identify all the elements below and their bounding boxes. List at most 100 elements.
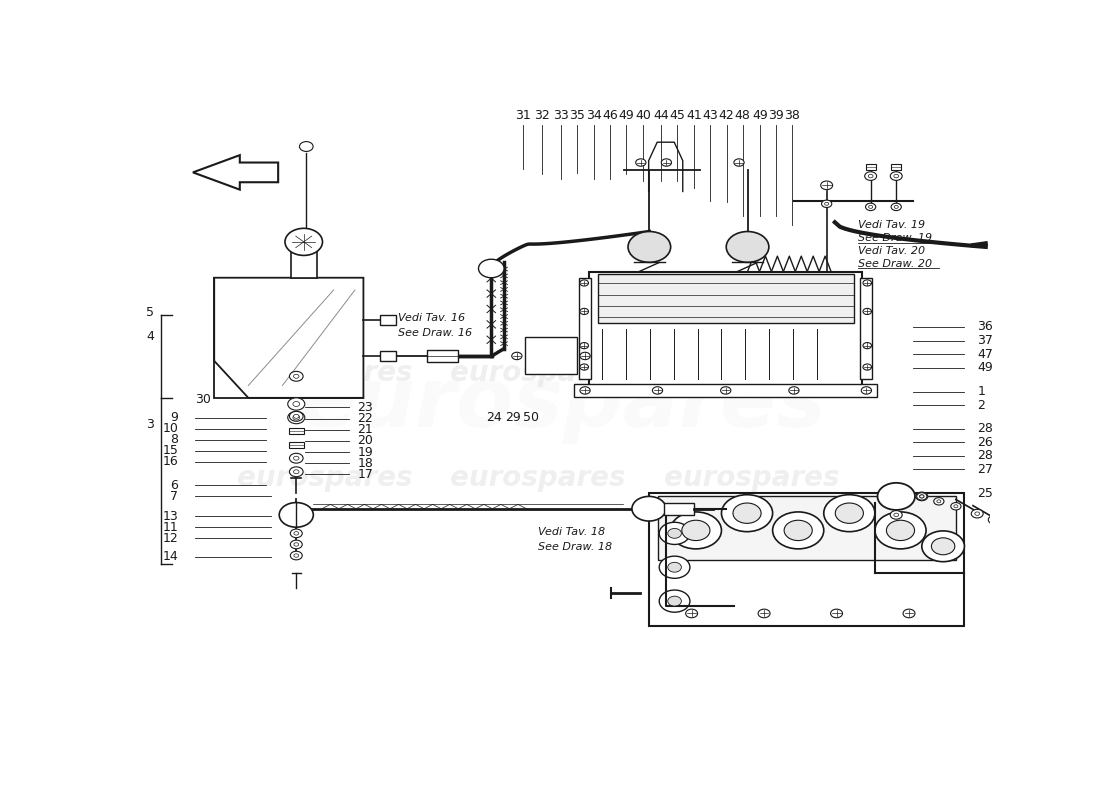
Circle shape [992,518,997,522]
Circle shape [294,542,299,546]
Bar [579,278,591,379]
Circle shape [682,520,710,541]
Text: eurospares: eurospares [663,359,839,387]
Circle shape [822,200,832,207]
Circle shape [772,512,824,549]
Text: 20: 20 [358,434,373,447]
Text: eurospares: eurospares [450,359,626,387]
Circle shape [861,386,871,394]
Circle shape [726,231,769,262]
Text: 2: 2 [977,398,986,412]
Circle shape [670,512,722,549]
Circle shape [784,520,812,541]
Circle shape [878,483,915,510]
Circle shape [874,512,926,549]
Circle shape [869,206,872,208]
Circle shape [636,159,646,166]
Bar [574,384,878,397]
Circle shape [864,280,871,286]
Circle shape [920,494,924,498]
Circle shape [285,228,322,255]
Circle shape [720,386,730,394]
Text: 17: 17 [358,468,373,481]
Circle shape [934,498,944,505]
Circle shape [668,529,681,538]
Text: 26: 26 [977,436,993,449]
Circle shape [894,174,899,178]
Text: 5: 5 [146,306,154,319]
Circle shape [580,352,591,360]
Circle shape [733,503,761,523]
Circle shape [864,364,871,370]
Circle shape [659,556,690,578]
Circle shape [864,342,871,349]
Text: 16: 16 [163,455,178,469]
Bar [526,338,576,374]
Circle shape [685,609,697,618]
Circle shape [894,206,899,208]
Circle shape [937,500,940,503]
Circle shape [668,562,681,572]
Text: Vedi Tav. 16
See Draw. 16: Vedi Tav. 16 See Draw. 16 [397,313,472,338]
Circle shape [932,538,955,554]
Text: 3: 3 [146,418,154,431]
Text: 50: 50 [524,411,539,424]
Circle shape [659,590,690,612]
Circle shape [293,402,299,406]
Text: eurospares: eurospares [300,363,827,445]
Text: 28: 28 [977,450,993,462]
Bar [866,164,876,170]
Bar [590,271,862,386]
Circle shape [279,502,313,527]
Circle shape [824,494,874,532]
Polygon shape [214,278,363,398]
Circle shape [894,513,899,517]
Circle shape [580,342,588,349]
Circle shape [299,142,314,151]
Bar [288,428,304,434]
Circle shape [891,203,901,210]
Circle shape [866,203,876,210]
Text: 49: 49 [977,361,993,374]
Text: 33: 33 [553,109,569,122]
Text: 28: 28 [977,422,993,435]
Text: 11: 11 [163,521,178,534]
Text: 8: 8 [170,434,178,446]
Text: 21: 21 [358,423,373,436]
Text: eurospares: eurospares [238,359,412,387]
Text: eurospares: eurospares [663,464,839,492]
Text: 4: 4 [146,330,154,342]
Circle shape [294,470,299,474]
Bar [649,494,965,626]
Circle shape [290,540,303,549]
Text: 14: 14 [163,550,178,563]
Circle shape [659,522,690,545]
Circle shape [289,371,304,382]
Circle shape [916,492,927,501]
Text: 19: 19 [358,446,373,458]
Text: 35: 35 [570,109,585,122]
Circle shape [821,181,833,190]
Circle shape [290,529,303,538]
Bar [860,278,872,379]
Bar [664,502,694,515]
Circle shape [294,456,299,460]
Bar [658,496,956,559]
Text: 34: 34 [585,109,602,122]
Text: 47: 47 [977,348,993,361]
Circle shape [971,510,983,518]
Circle shape [758,609,770,618]
Circle shape [825,202,828,206]
Bar [288,442,304,448]
Circle shape [668,596,681,606]
Circle shape [288,398,305,410]
Text: Vedi Tav. 18
See Draw. 18: Vedi Tav. 18 See Draw. 18 [538,527,613,552]
Circle shape [628,231,671,262]
Text: 44: 44 [653,109,669,122]
Circle shape [922,531,965,562]
Circle shape [631,496,666,521]
Text: 32: 32 [534,109,550,122]
Text: 1: 1 [977,385,986,398]
Text: 46: 46 [602,109,618,122]
Circle shape [890,172,902,180]
